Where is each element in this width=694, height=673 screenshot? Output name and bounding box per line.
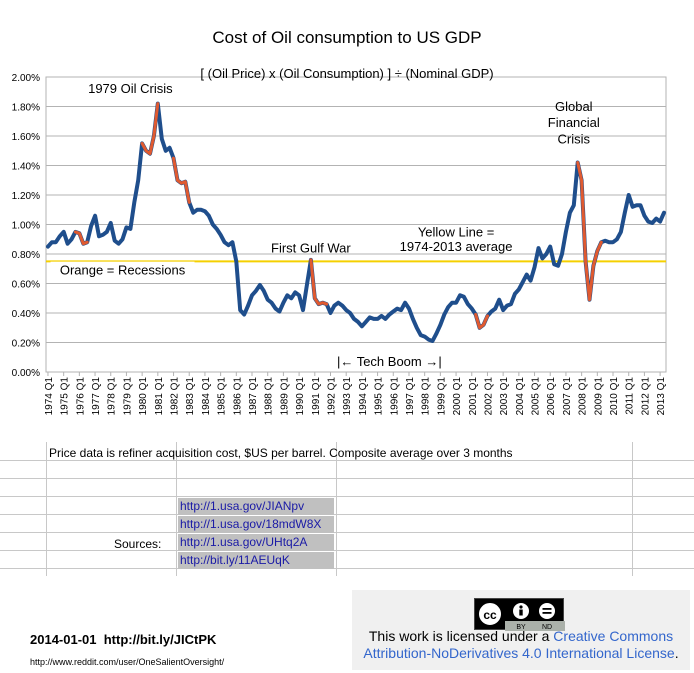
x-tick-label: 1984 Q1 <box>201 377 212 416</box>
y-tick-label: 1.20% <box>12 191 40 202</box>
x-tick-label: 1989 Q1 <box>279 377 290 416</box>
y-tick-label: 1.60% <box>12 132 40 143</box>
x-tick-label: 1983 Q1 <box>185 377 196 416</box>
chart-annotation: 1974-2013 average <box>400 239 513 254</box>
source-link[interactable]: http://1.usa.gov/JIANpv <box>178 498 334 515</box>
x-tick-label: 1991 Q1 <box>311 377 322 416</box>
x-tick-label: 2012 Q1 <box>640 377 651 416</box>
y-tick-label: 1.00% <box>12 221 40 232</box>
x-tick-label: 1986 Q1 <box>232 377 243 416</box>
x-tick-label: 1981 Q1 <box>154 377 165 416</box>
x-tick-label: 1997 Q1 <box>405 377 416 416</box>
recession-segment <box>140 102 160 156</box>
x-tick-label: 1996 Q1 <box>389 377 400 416</box>
svg-text:cc: cc <box>483 608 497 622</box>
x-tick-label: 2003 Q1 <box>499 377 510 416</box>
x-tick-label: 1978 Q1 <box>107 377 118 416</box>
sheet-row-line <box>0 568 694 569</box>
price-data-note: Price data is refiner acquisition cost, … <box>49 446 513 460</box>
cc-by-nd-badge[interactable]: cc BY ND <box>474 598 565 631</box>
x-tick-label: 1993 Q1 <box>342 377 353 416</box>
x-tick-label: 1980 Q1 <box>138 377 149 416</box>
sheet-row-line <box>0 532 694 533</box>
y-tick-label: 1.40% <box>12 162 40 173</box>
x-tick-label: 2001 Q1 <box>468 377 479 416</box>
x-tick-label: 2008 Q1 <box>578 377 589 416</box>
recession-segment <box>474 313 489 330</box>
x-tick-label: 1988 Q1 <box>264 377 275 416</box>
y-tick-label: 0.20% <box>12 339 40 350</box>
sources-label: Sources: <box>114 537 162 551</box>
svg-text:ND: ND <box>542 624 552 631</box>
chart-annotation: Orange = Recessions <box>60 263 186 278</box>
chart-annotation: Global <box>555 99 593 114</box>
x-tick-label: 1975 Q1 <box>60 377 71 416</box>
x-tick-label: 1992 Q1 <box>326 377 337 416</box>
license-link[interactable]: Creative Commons <box>553 628 674 644</box>
x-tick-label: 2013 Q1 <box>656 377 667 416</box>
source-link[interactable]: http://1.usa.gov/18mdW8X <box>178 516 334 533</box>
y-tick-label: 1.80% <box>12 103 40 114</box>
x-tick-label: 1982 Q1 <box>170 377 181 416</box>
oil-cost-chart: 0.00% 0.20% 0.40% 0.60% 0.80% 1.00% 1.20% 1.40%… <box>12 28 667 416</box>
sheet-row-line <box>0 496 694 497</box>
chart-title: Cost of Oil consumption to US GDP <box>212 28 481 47</box>
x-tick-label: 2000 Q1 <box>452 377 463 416</box>
x-tick-label: 2007 Q1 <box>562 377 573 416</box>
sheet-col-line <box>632 442 633 576</box>
sheet-col-line <box>46 442 47 576</box>
x-tick-label: 1985 Q1 <box>217 377 228 416</box>
source-link[interactable]: http://bit.ly/11AEUqK <box>178 552 334 569</box>
x-tick-label: 2009 Q1 <box>593 377 604 416</box>
sheet-row-line <box>0 514 694 515</box>
sheet-col-line <box>176 442 177 576</box>
sheet-row-line <box>0 478 694 479</box>
y-tick-label: 0.80% <box>12 250 40 261</box>
x-tick-label: 1976 Q1 <box>75 377 86 416</box>
y-tick-label: 2.00% <box>12 73 40 84</box>
cc-logo-icon: cc BY ND <box>477 601 565 631</box>
license-box: cc BY ND This work is licensed under a C… <box>352 590 690 670</box>
x-tick-label: 1974 Q1 <box>44 377 55 416</box>
x-tick-label: 1979 Q1 <box>122 377 133 416</box>
license-link-continued[interactable]: Attribution-NoDerivatives 4.0 Internatio… <box>363 645 675 661</box>
date-and-shortlink: 2014-01-01 http://bit.ly/JICtPK <box>30 632 217 647</box>
recession-segment <box>73 230 89 246</box>
x-tick-label: 2004 Q1 <box>515 377 526 416</box>
chart-annotation: Yellow Line = <box>418 224 495 239</box>
recession-segment <box>309 258 329 306</box>
x-tick-label: 2010 Q1 <box>609 377 620 416</box>
annotation-background <box>50 261 195 279</box>
x-tick-label: 2002 Q1 <box>483 377 494 416</box>
x-tick-label: 2006 Q1 <box>546 377 557 416</box>
x-tick-label: 2005 Q1 <box>531 377 542 416</box>
sheet-row-line <box>0 460 694 461</box>
chart-annotation: Crisis <box>558 131 591 146</box>
x-tick-label: 1987 Q1 <box>248 377 259 416</box>
chart-annotation: |← Tech Boom →| <box>337 354 442 369</box>
svg-text:BY: BY <box>516 624 526 631</box>
recession-segment <box>172 156 191 204</box>
chart-annotation: First Gulf War <box>271 241 351 256</box>
y-tick-label: 0.60% <box>12 280 40 291</box>
chart-subtitle: [ (Oil Price) x (Oil Consumption) ] ÷ (N… <box>200 66 493 81</box>
x-tick-label: 1994 Q1 <box>358 377 369 416</box>
x-tick-label: 1999 Q1 <box>436 377 447 416</box>
y-tick-label: 0.40% <box>12 309 40 320</box>
x-tick-label: 1995 Q1 <box>374 377 385 416</box>
x-tick-label: 1990 Q1 <box>295 377 306 416</box>
source-link[interactable]: http://1.usa.gov/UHtq2A <box>178 534 334 551</box>
chart-annotation: 1979 Oil Crisis <box>88 81 173 96</box>
reddit-user-link[interactable]: http://www.reddit.com/user/OneSalientOve… <box>30 657 225 667</box>
license-text: This work is licensed under a Creative C… <box>363 628 679 661</box>
x-tick-label: 1998 Q1 <box>421 377 432 416</box>
sheet-col-line <box>336 442 337 576</box>
y-tick-label: 0.00% <box>12 368 40 379</box>
chart-annotation: Financial <box>548 115 600 130</box>
x-tick-label: 1977 Q1 <box>91 377 102 416</box>
sheet-row-line <box>0 550 694 551</box>
recession-segment <box>576 161 603 302</box>
x-tick-label: 2011 Q1 <box>625 377 636 415</box>
